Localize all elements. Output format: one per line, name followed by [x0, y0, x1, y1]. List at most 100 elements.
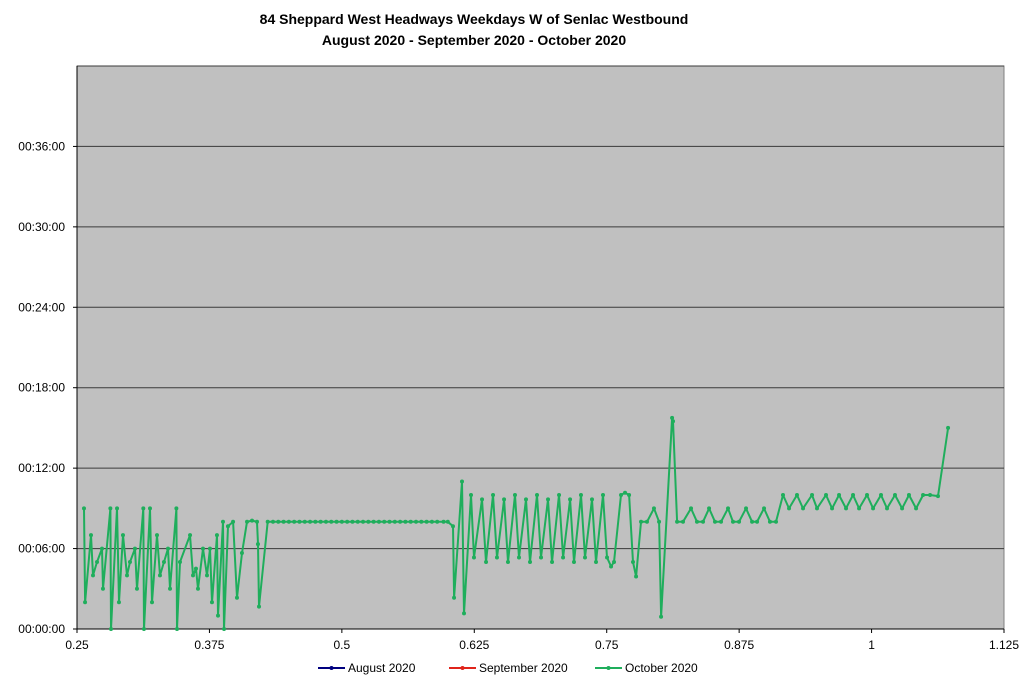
- data-point: [815, 506, 820, 511]
- data-point: [480, 497, 485, 502]
- data-point: [516, 555, 521, 560]
- data-point: [680, 519, 685, 524]
- x-tick-label: 0.75: [595, 638, 619, 652]
- data-point: [906, 492, 911, 497]
- data-point: [424, 519, 429, 524]
- x-tick-label: 0.625: [459, 638, 489, 652]
- data-point: [168, 586, 173, 591]
- data-point: [387, 519, 392, 524]
- x-tick-label: 0.875: [724, 638, 754, 652]
- legend-marker: [329, 666, 334, 670]
- data-point: [134, 586, 139, 591]
- data-point: [701, 519, 706, 524]
- data-point: [313, 519, 318, 524]
- data-point: [651, 506, 656, 511]
- data-point: [257, 604, 262, 609]
- data-point: [147, 506, 152, 511]
- data-point: [265, 519, 270, 524]
- data-point: [871, 506, 876, 511]
- data-point: [435, 519, 440, 524]
- data-point: [774, 519, 779, 524]
- data-point: [824, 492, 829, 497]
- data-point: [546, 497, 551, 502]
- legend-marker: [606, 666, 611, 670]
- data-point: [502, 497, 507, 502]
- data-point: [95, 559, 100, 564]
- data-point: [810, 492, 815, 497]
- y-tick-label: 00:12:00: [18, 461, 65, 475]
- x-tick-label: 1.125: [989, 638, 1019, 652]
- data-point: [355, 519, 360, 524]
- data-point: [794, 492, 799, 497]
- data-point: [108, 506, 113, 511]
- data-point: [297, 519, 302, 524]
- data-point: [459, 479, 464, 484]
- x-tick-label: 0.25: [65, 638, 89, 652]
- data-point: [851, 492, 856, 497]
- data-point: [115, 506, 120, 511]
- legend-item: October 2020: [595, 661, 698, 675]
- data-point: [837, 492, 842, 497]
- data-point: [900, 506, 905, 511]
- legend-item: September 2020: [449, 661, 568, 675]
- data-point: [694, 519, 699, 524]
- data-point: [209, 600, 214, 605]
- data-point: [109, 627, 114, 631]
- data-point: [484, 559, 489, 564]
- data-point: [239, 551, 244, 556]
- data-point: [671, 419, 676, 424]
- data-point: [329, 519, 334, 524]
- data-point: [755, 519, 760, 524]
- data-point: [462, 611, 467, 616]
- data-point: [589, 497, 594, 502]
- data-point: [88, 533, 93, 538]
- x-tick-label: 0.375: [194, 638, 224, 652]
- data-point: [116, 600, 121, 605]
- legend-label: September 2020: [479, 661, 568, 675]
- data-point: [157, 573, 162, 578]
- data-point: [225, 524, 230, 529]
- data-point: [318, 519, 323, 524]
- y-tick-label: 00:06:00: [18, 542, 65, 556]
- data-point: [188, 533, 193, 538]
- data-point: [366, 519, 371, 524]
- data-point: [276, 519, 281, 524]
- data-point: [254, 519, 259, 524]
- data-point: [452, 595, 457, 600]
- data-point: [441, 519, 446, 524]
- data-point: [345, 519, 350, 524]
- data-point: [403, 519, 408, 524]
- data-point: [445, 519, 450, 524]
- data-point: [81, 506, 86, 511]
- data-point: [630, 559, 635, 564]
- data-point: [193, 566, 198, 571]
- data-point: [286, 519, 291, 524]
- data-point: [334, 519, 339, 524]
- data-point: [619, 492, 624, 497]
- data-point: [644, 519, 649, 524]
- data-point: [571, 559, 576, 564]
- legend-label: August 2020: [348, 661, 416, 675]
- data-point: [730, 519, 735, 524]
- data-point: [245, 519, 250, 524]
- data-point: [675, 519, 680, 524]
- data-point: [659, 614, 664, 619]
- data-point: [561, 555, 566, 560]
- y-tick-label: 00:18:00: [18, 381, 65, 395]
- data-point: [100, 586, 105, 591]
- data-point: [528, 559, 533, 564]
- data-point: [371, 519, 376, 524]
- data-point: [762, 506, 767, 511]
- data-point: [392, 519, 397, 524]
- data-point: [719, 519, 724, 524]
- data-point: [744, 506, 749, 511]
- data-point: [670, 415, 675, 420]
- data-point: [376, 519, 381, 524]
- y-tick-label: 00:36:00: [18, 139, 65, 153]
- data-point: [429, 519, 434, 524]
- data-point: [90, 573, 95, 578]
- data-point: [450, 524, 455, 529]
- data-point: [737, 519, 742, 524]
- data-point: [892, 492, 897, 497]
